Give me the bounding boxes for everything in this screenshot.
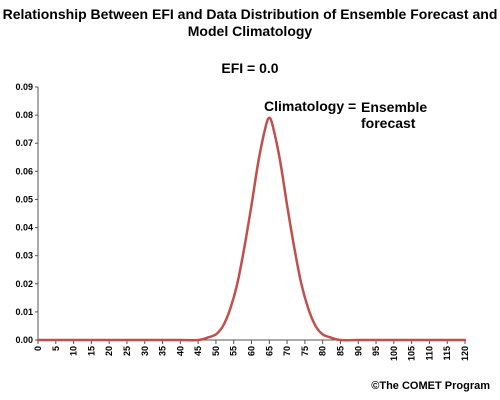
annotation-ensemble-line2: forecast [361,115,416,131]
y-tick-labels: 0.00 0.01 0.02 0.03 0.04 0.05 0.06 0.07 0.08 0.09 [15,82,33,345]
x-tick-label: 110 [424,346,434,361]
x-tick-label: 60 [247,346,257,356]
y-tick-label: 0.04 [15,223,33,233]
x-tick-label: 15 [86,346,96,356]
x-tick-label: 50 [211,346,221,356]
x-tick-label: 65 [264,346,274,356]
x-tick-label: 25 [122,346,132,356]
x-tick-label: 20 [104,346,114,356]
y-tick-label: 0.03 [15,251,33,261]
y-tick-label: 0.06 [15,166,33,176]
distribution-curve [36,116,467,342]
y-tick-label: 0.00 [15,335,33,345]
x-tick-label: 100 [389,346,399,361]
x-tick-label: 30 [140,346,150,356]
annotation-climatology: Climatology = [264,98,357,114]
y-tick-label: 0.01 [15,307,33,317]
x-tick-label: 115 [442,346,452,361]
annotation-ensemble-line1: Ensemble [361,99,428,115]
x-tick-label: 55 [229,346,239,356]
y-tick-label: 0.08 [15,110,33,120]
x-tick-label: 35 [158,346,168,356]
x-tick-label: 120 [460,346,470,361]
x-tick-label: 5 [51,346,61,351]
chart-title: Relationship Between EFI and Data Distri… [2,6,498,39]
x-tick-label: 75 [300,346,310,356]
x-tick-label: 45 [193,346,203,356]
series-group [36,116,467,342]
y-tick-label: 0.05 [15,194,33,204]
copyright-notice: ©The COMET Program [371,380,490,392]
y-tick-label: 0.07 [15,138,33,148]
x-tick-label: 0 [33,346,43,351]
x-tick-label: 105 [407,346,417,361]
x-tick-labels: 0 5 10 15 20 25 30 35 40 45 50 55 60 65 70 75 80 85 90 95 10… [33,346,470,361]
x-tick-label: 85 [335,346,345,356]
x-tick-label: 95 [371,346,381,356]
x-tick-label: 40 [175,346,185,356]
x-tick-label: 80 [318,346,328,356]
x-tick-label: 70 [282,346,292,356]
y-tick-label: 0.02 [15,279,33,289]
chart-subtitle: EFI = 0.0 [221,60,279,76]
x-tick-label: 10 [69,346,79,356]
y-tick-label: 0.09 [15,82,33,92]
x-tick-label: 90 [353,346,363,356]
